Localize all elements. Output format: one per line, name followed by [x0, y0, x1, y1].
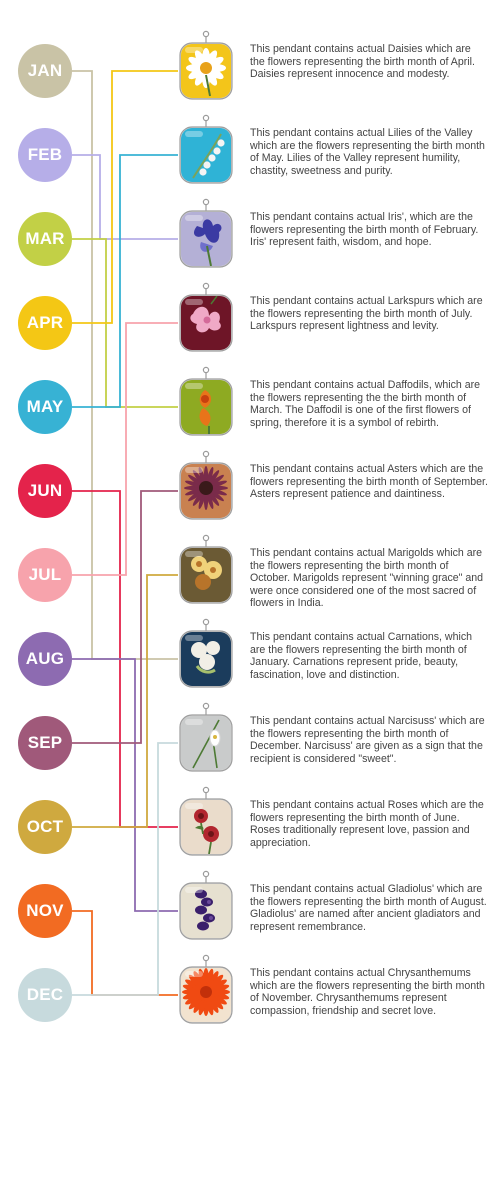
connector-sep — [72, 490, 178, 744]
pendant-lily-of-the-valley — [179, 114, 233, 184]
pendant-daisy — [179, 30, 233, 100]
pendant-image — [179, 618, 233, 688]
month-circle-mar: MAR — [18, 212, 72, 266]
pendant-image — [179, 870, 233, 940]
pendant-narcissus — [179, 702, 233, 772]
pendant-description: This pendant contains actual Daisies whi… — [250, 43, 475, 81]
month-circle-jun: JUN — [18, 464, 72, 518]
pendant-image — [179, 282, 233, 352]
pendant-image — [179, 198, 233, 268]
pendant-description: This pendant contains actual Larkspurs w… — [250, 295, 483, 333]
month-circle-jan: JAN — [18, 44, 72, 98]
connector-may — [72, 154, 178, 408]
month-circle-sep: SEP — [18, 716, 72, 770]
pendant-image — [179, 30, 233, 100]
connector-oct — [72, 574, 178, 828]
pendant-image — [179, 786, 233, 856]
month-circle-dec: DEC — [18, 968, 72, 1022]
pendant-rose — [179, 786, 233, 856]
pendant-gladiolus — [179, 870, 233, 940]
connector-aug — [72, 658, 178, 912]
pendant-larkspur — [179, 282, 233, 352]
month-circle-nov: NOV — [18, 884, 72, 938]
connector-nov — [72, 910, 178, 996]
pendant-description: This pendant contains actual Lilies of t… — [250, 127, 485, 177]
month-circle-jul: JUL — [18, 548, 72, 602]
pendant-description: This pendant contains actual Gladiolus' … — [250, 883, 487, 933]
month-circle-oct: OCT — [18, 800, 72, 854]
pendant-aster — [179, 450, 233, 520]
pendant-image — [179, 534, 233, 604]
pendant-chrysanthemum — [179, 954, 233, 1024]
pendant-carnation — [179, 618, 233, 688]
pendant-image — [179, 702, 233, 772]
pendant-description: This pendant contains actual Roses which… — [250, 799, 484, 849]
connector-apr — [72, 70, 178, 324]
pendant-description: This pendant contains actual Narcisuss' … — [250, 715, 485, 765]
pendant-description: This pendant contains actual Carnations,… — [250, 631, 473, 681]
pendant-description: This pendant contains actual Asters whic… — [250, 463, 488, 501]
pendant-marigold — [179, 534, 233, 604]
connector-jul — [72, 322, 178, 576]
month-circle-apr: APR — [18, 296, 72, 350]
connector-dec — [72, 742, 178, 996]
pendant-description: This pendant contains actual Marigolds w… — [250, 547, 484, 610]
pendant-description: This pendant contains actual Daffodils, … — [250, 379, 481, 429]
pendant-daffodil — [179, 366, 233, 436]
connector-jan — [72, 70, 178, 660]
month-circle-aug: AUG — [18, 632, 72, 686]
pendant-image — [179, 366, 233, 436]
month-circle-feb: FEB — [18, 128, 72, 182]
pendant-description: This pendant contains actual Iris', whic… — [250, 211, 479, 249]
pendant-iris — [179, 198, 233, 268]
pendant-image — [179, 450, 233, 520]
pendant-image — [179, 954, 233, 1024]
pendant-description: This pendant contains actual Chrysanthem… — [250, 967, 485, 1017]
connector-feb — [72, 154, 178, 240]
month-circle-may: MAY — [18, 380, 72, 434]
pendant-image — [179, 114, 233, 184]
